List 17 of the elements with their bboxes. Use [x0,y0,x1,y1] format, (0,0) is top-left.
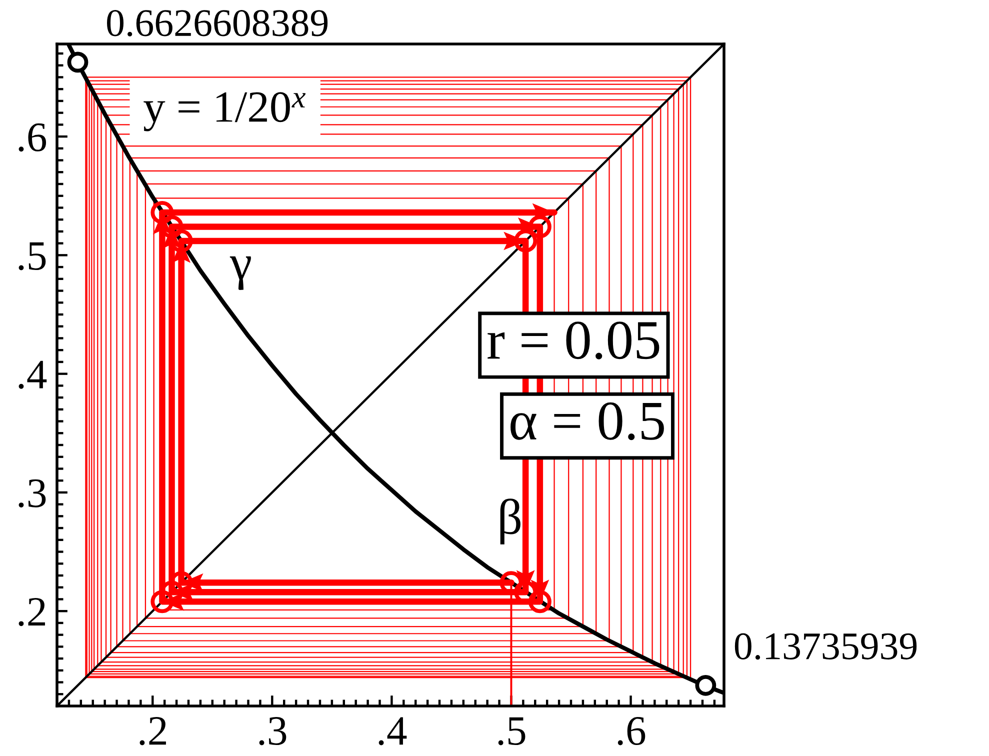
x-tick-label: .6 [618,717,646,746]
data-label: 0.6626608389 [107,10,328,36]
y-tick-label: .3 [18,479,46,508]
annotation: α = 0.5 [510,402,664,440]
y-tick-label: .4 [18,360,47,389]
data-label: 0.13735939 [734,633,917,660]
x-tick-label: .3 [259,717,286,746]
y-tick-label: .2 [18,598,45,626]
x-tick-label: .2 [140,717,166,746]
x-tick-label: .5 [498,717,526,746]
y-tick-label: .5 [18,242,46,270]
annotation: γ [230,256,251,290]
annotation: y = 1/20$^{x}$ [144,92,306,132]
x-tick-label: .4 [378,717,407,746]
annotation: β [500,498,520,544]
annotation: r = 0.05 [488,322,660,360]
y-tick-label: .6 [18,123,46,152]
